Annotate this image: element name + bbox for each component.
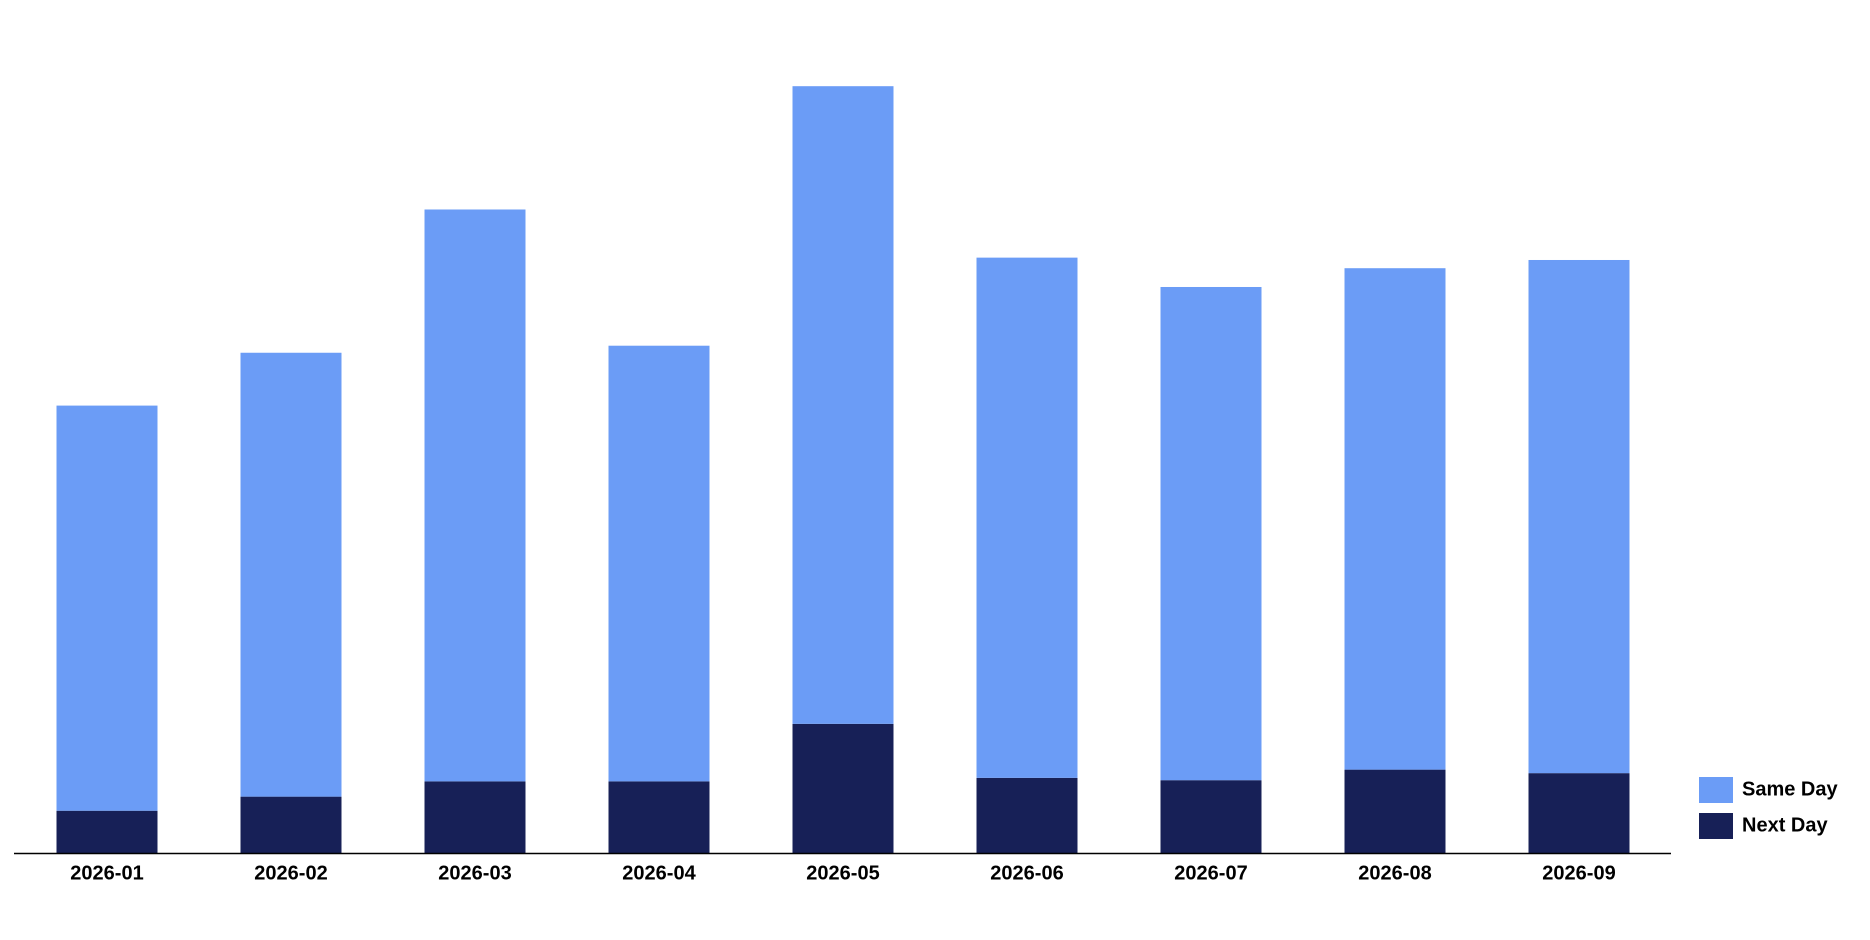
bar-segment: [608, 781, 710, 853]
bar-segment: [1528, 773, 1630, 853]
bar-segment: [56, 405, 158, 811]
bar-segment: [424, 209, 526, 782]
x-tick-label: 2026-05: [806, 862, 879, 884]
bar-segment: [1160, 780, 1262, 853]
bar-segment: [976, 257, 1078, 778]
bar-segment: [792, 86, 894, 724]
legend-swatch: [1699, 813, 1733, 839]
bar-segment: [240, 796, 342, 853]
x-tick-label: 2026-09: [1542, 862, 1615, 884]
bar-segment: [1160, 286, 1262, 781]
bar-segment: [1344, 268, 1446, 770]
x-tick-label: 2026-02: [254, 862, 327, 884]
bar-segment: [424, 781, 526, 853]
bar-segment: [56, 810, 158, 853]
bar-segment: [1344, 769, 1446, 853]
legend-label: Next Day: [1742, 814, 1828, 836]
legend-swatch: [1699, 777, 1733, 803]
x-tick-label: 2026-07: [1174, 862, 1247, 884]
x-tick-label: 2026-06: [990, 862, 1063, 884]
bar-segment: [240, 352, 342, 797]
x-tick-label: 2026-08: [1358, 862, 1431, 884]
x-tick-label: 2026-03: [438, 862, 511, 884]
legend-label: Same Day: [1742, 778, 1838, 800]
x-tick-label: 2026-01: [70, 862, 143, 884]
bar-segment: [976, 777, 1078, 853]
bar-segment: [608, 345, 710, 782]
bar-segment: [1528, 259, 1630, 774]
bar-segment: [792, 723, 894, 853]
x-tick-label: 2026-04: [622, 862, 696, 884]
